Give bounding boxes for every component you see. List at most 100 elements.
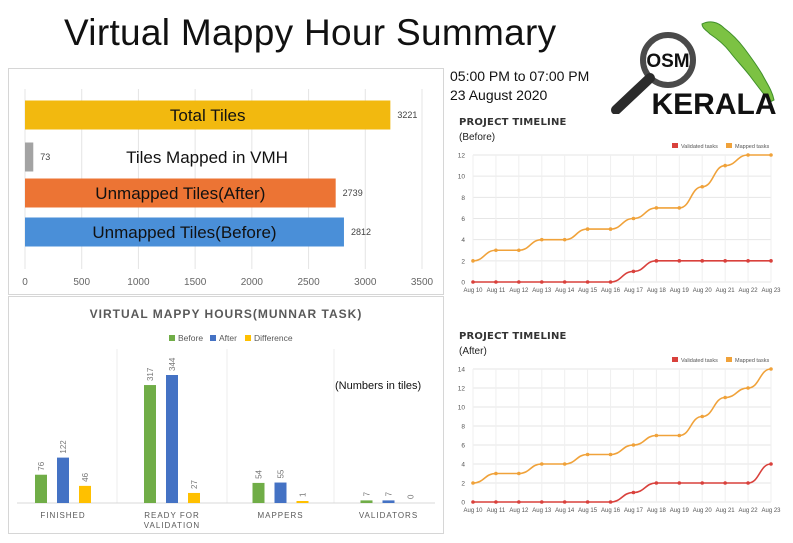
data-point (769, 153, 773, 157)
data-label: 73 (40, 152, 50, 162)
x-tick-label: Aug 16 (601, 508, 621, 514)
x-tick-label: Aug 17 (624, 288, 644, 294)
data-point (654, 206, 659, 210)
y-tick-label: 2 (461, 481, 465, 488)
legend-label: Validated tasks (681, 358, 718, 364)
y-tick-label: 10 (458, 405, 466, 412)
data-point (723, 481, 727, 485)
data-point (494, 471, 498, 476)
data-point (562, 500, 567, 504)
timeline-before-title: PROJECT TIMELINE (459, 117, 567, 128)
data-label: 317 (146, 367, 155, 381)
category-label: Unmapped Tiles(After) (95, 184, 265, 203)
legend-label: Before (178, 333, 203, 343)
y-tick-label: 12 (458, 153, 466, 160)
y-tick-label: 6 (461, 216, 465, 223)
data-label: 7 (363, 491, 372, 496)
data-label: 122 (59, 440, 68, 454)
x-tick-label: 3500 (411, 277, 434, 288)
legend-swatch (245, 335, 251, 341)
data-point (471, 481, 475, 485)
x-tick-label: Aug 14 (555, 508, 575, 514)
x-tick-label: Aug 21 (716, 508, 736, 514)
data-point (585, 500, 590, 504)
bar (35, 474, 47, 503)
bar (57, 457, 69, 503)
x-tick-label: Aug 11 (487, 288, 506, 294)
bar (25, 178, 336, 208)
x-tick-label: Aug 19 (670, 508, 690, 514)
data-point (517, 248, 521, 253)
data-point (631, 216, 636, 221)
data-point (769, 462, 773, 466)
category-label: VALIDATORS (359, 511, 418, 520)
x-tick-label: Aug 23 (761, 288, 781, 294)
x-tick-label: Aug 14 (555, 288, 575, 294)
data-point (608, 500, 613, 504)
category-label: Total Tiles (170, 106, 246, 125)
data-point (723, 259, 727, 263)
data-point (539, 237, 544, 242)
x-tick-label: Aug 10 (463, 288, 483, 294)
x-tick-label: Aug 15 (578, 508, 598, 514)
legend-label: After (219, 333, 237, 343)
data-point (608, 227, 613, 231)
data-point (471, 280, 475, 284)
y-tick-label: 4 (461, 462, 465, 469)
time-range: 05:00 PM to 07:00 PM (450, 68, 590, 84)
category-label: MAPPERS (257, 511, 303, 520)
data-point (539, 280, 544, 284)
bar (25, 142, 34, 172)
x-tick-label: 500 (73, 277, 90, 288)
x-tick-label: 2500 (297, 277, 320, 288)
x-tick-label: 1000 (127, 277, 150, 288)
x-tick-label: Aug 21 (716, 288, 736, 294)
data-point (562, 237, 567, 242)
legend-swatch (210, 335, 216, 341)
data-point (562, 280, 567, 284)
y-tick-label: 8 (461, 195, 465, 202)
x-tick-label: 2000 (241, 277, 264, 288)
data-label: 7 (385, 491, 394, 496)
legend-label: Mapped tasks (735, 358, 769, 364)
timeline-before-subtitle: (Before) (459, 132, 496, 143)
x-tick-label: 0 (22, 277, 28, 288)
munnar-task-chart: VIRTUAL MAPPY HOURS(MUNNAR TASK) Before Af… (17, 307, 435, 530)
legend-label: Difference (254, 333, 293, 343)
data-point (654, 481, 659, 485)
timeline-after-subtitle: (After) (459, 346, 487, 357)
x-tick-label: Aug 18 (647, 288, 667, 294)
data-label: 27 (190, 480, 199, 489)
x-tick-label: 1500 (184, 277, 207, 288)
x-tick-label: Aug 20 (693, 508, 713, 514)
data-point (746, 153, 750, 157)
data-label: 54 (255, 469, 264, 478)
y-tick-label: 12 (458, 386, 466, 393)
x-tick-label: Aug 11 (487, 508, 506, 514)
data-label: 55 (277, 469, 286, 478)
data-point (585, 280, 590, 284)
legend-swatch (726, 143, 732, 148)
event-date: 23 August 2020 (450, 87, 548, 103)
data-point (746, 386, 750, 390)
data-point (723, 163, 727, 168)
x-tick-label: Aug 18 (647, 508, 667, 514)
data-point (562, 462, 567, 466)
bar (252, 482, 265, 503)
tiles-summary-chart-panel: 0 500 1000 1500 2000 2500 3000 3500 3221 Total Ti… (8, 68, 444, 295)
y-tick-label: 8 (461, 424, 465, 431)
x-tick-label: Aug 12 (509, 508, 529, 514)
legend-label: Validated tasks (681, 144, 718, 150)
bar (25, 217, 344, 247)
bar (274, 482, 287, 503)
data-point (585, 227, 590, 231)
y-tick-label: 6 (461, 443, 465, 450)
data-point (494, 500, 498, 504)
data-point (585, 452, 590, 457)
legend-label: Mapped tasks (735, 144, 769, 150)
x-tick-label: Aug 13 (532, 508, 552, 514)
data-point (631, 269, 636, 274)
y-tick-label: 14 (458, 367, 466, 374)
data-point (517, 500, 521, 504)
legend-swatch (169, 335, 175, 341)
